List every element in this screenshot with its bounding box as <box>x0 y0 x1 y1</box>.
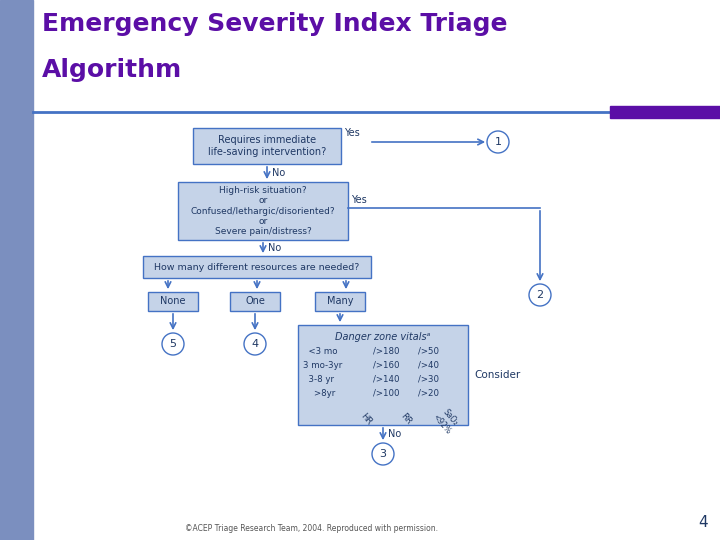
Text: >8yr: >8yr <box>303 389 336 398</box>
FancyBboxPatch shape <box>315 292 365 311</box>
Text: 3 mo-3yr: 3 mo-3yr <box>303 361 342 370</box>
Text: High-risk situation?
or
Confused/lethargic/disoriented?
or
Severe pain/distress?: High-risk situation? or Confused/letharg… <box>191 186 336 237</box>
Circle shape <box>244 333 266 355</box>
Bar <box>0 0 33 540</box>
FancyBboxPatch shape <box>298 325 468 425</box>
Circle shape <box>487 131 509 153</box>
FancyBboxPatch shape <box>143 256 371 278</box>
Text: <3 mo: <3 mo <box>303 347 338 356</box>
Text: 2: 2 <box>536 290 544 300</box>
Text: />100: />100 <box>373 389 400 398</box>
Text: 3: 3 <box>379 449 387 459</box>
Text: Many: Many <box>327 296 354 307</box>
Text: />140: />140 <box>373 375 400 384</box>
Text: />20: />20 <box>418 389 439 398</box>
Text: SaO₂
<92%: SaO₂ <92% <box>431 406 461 436</box>
Text: />180: />180 <box>373 347 400 356</box>
Text: One: One <box>245 296 265 307</box>
Text: 1: 1 <box>495 137 502 147</box>
Text: Algorithm: Algorithm <box>42 58 182 82</box>
Text: RR: RR <box>399 411 413 427</box>
Text: HR: HR <box>359 411 374 427</box>
Text: ©ACEP Triage Research Team, 2004. Reproduced with permission.: ©ACEP Triage Research Team, 2004. Reprod… <box>185 524 438 533</box>
Text: Yes: Yes <box>351 195 366 205</box>
Text: 5: 5 <box>169 339 176 349</box>
Text: 3-8 yr: 3-8 yr <box>303 375 334 384</box>
Circle shape <box>372 443 394 465</box>
Text: Emergency Severity Index Triage: Emergency Severity Index Triage <box>42 12 508 36</box>
Text: />30: />30 <box>418 375 439 384</box>
Text: Requires immediate
life-saving intervention?: Requires immediate life-saving intervent… <box>208 135 326 157</box>
Text: Danger zone vitalsᵃ: Danger zone vitalsᵃ <box>336 332 431 342</box>
FancyBboxPatch shape <box>148 292 198 311</box>
Text: Yes: Yes <box>344 128 360 138</box>
Circle shape <box>529 284 551 306</box>
Bar <box>610 106 720 118</box>
Text: None: None <box>161 296 186 307</box>
Text: No: No <box>388 429 401 439</box>
Text: />50: />50 <box>418 347 439 356</box>
FancyBboxPatch shape <box>193 128 341 164</box>
Circle shape <box>162 333 184 355</box>
FancyBboxPatch shape <box>230 292 280 311</box>
Text: />160: />160 <box>373 361 400 370</box>
Text: No: No <box>272 168 285 178</box>
Text: 4: 4 <box>698 515 708 530</box>
FancyBboxPatch shape <box>178 182 348 240</box>
Text: How many different resources are needed?: How many different resources are needed? <box>154 262 360 272</box>
Text: No: No <box>268 243 282 253</box>
Text: 4: 4 <box>251 339 258 349</box>
Text: Consider: Consider <box>474 370 521 380</box>
Text: />40: />40 <box>418 361 439 370</box>
